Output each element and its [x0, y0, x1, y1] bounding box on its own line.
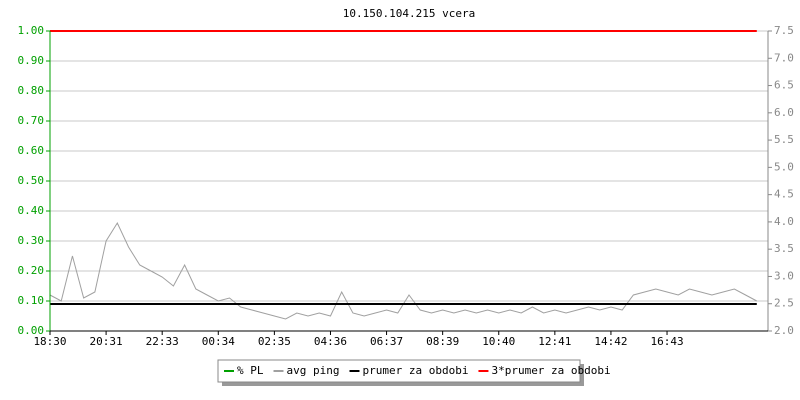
x-tick-label: 02:35 [258, 335, 291, 348]
y2-tick-label: 5.0 [774, 160, 794, 173]
x-tick-label: 12:41 [538, 335, 571, 348]
y2-tick-label: 4.0 [774, 215, 794, 228]
x-tick-label: 06:37 [370, 335, 403, 348]
y-tick-label: 0.90 [18, 54, 45, 67]
y2-tick-label: 3.0 [774, 269, 794, 282]
y-tick-label: 0.30 [18, 234, 45, 247]
legend-label: avg ping [287, 364, 340, 377]
y-tick-label: 0.60 [18, 144, 45, 157]
x-tick-label: 16:43 [650, 335, 683, 348]
y-tick-label: 0.50 [18, 174, 45, 187]
x-tick-label: 04:36 [314, 335, 347, 348]
y2-tick-label: 2.5 [774, 297, 794, 310]
legend-label: 3*prumer za obdobi [491, 364, 610, 377]
legend-label: % PL [237, 364, 264, 377]
y-tick-label: 0.80 [18, 84, 45, 97]
x-tick-label: 18:30 [33, 335, 66, 348]
legend-label: prumer za obdobi [362, 364, 468, 377]
y2-tick-label: 5.5 [774, 133, 794, 146]
x-tick-label: 08:39 [426, 335, 459, 348]
y-tick-label: 0.00 [18, 324, 45, 337]
y2-tick-label: 2.0 [774, 324, 794, 337]
x-tick-label: 20:31 [90, 335, 123, 348]
x-tick-label: 14:42 [594, 335, 627, 348]
y-tick-label: 1.00 [18, 24, 45, 37]
x-tick-label: 22:33 [146, 335, 179, 348]
legend [217, 359, 581, 383]
y2-tick-label: 7.5 [774, 24, 794, 37]
y-tick-label: 0.10 [18, 294, 45, 307]
y2-tick-label: 6.0 [774, 106, 794, 119]
y-tick-label: 0.70 [18, 114, 45, 127]
x-tick-label: 10:40 [482, 335, 515, 348]
x-tick-label: 00:34 [202, 335, 235, 348]
y-tick-label: 0.20 [18, 264, 45, 277]
y2-tick-label: 4.5 [774, 188, 794, 201]
y2-tick-label: 7.0 [774, 51, 794, 64]
chart-title: 10.150.104.215 vcera [343, 7, 475, 20]
y2-tick-label: 3.5 [774, 242, 794, 255]
y2-tick-label: 6.5 [774, 79, 794, 92]
y-tick-label: 0.40 [18, 204, 45, 217]
